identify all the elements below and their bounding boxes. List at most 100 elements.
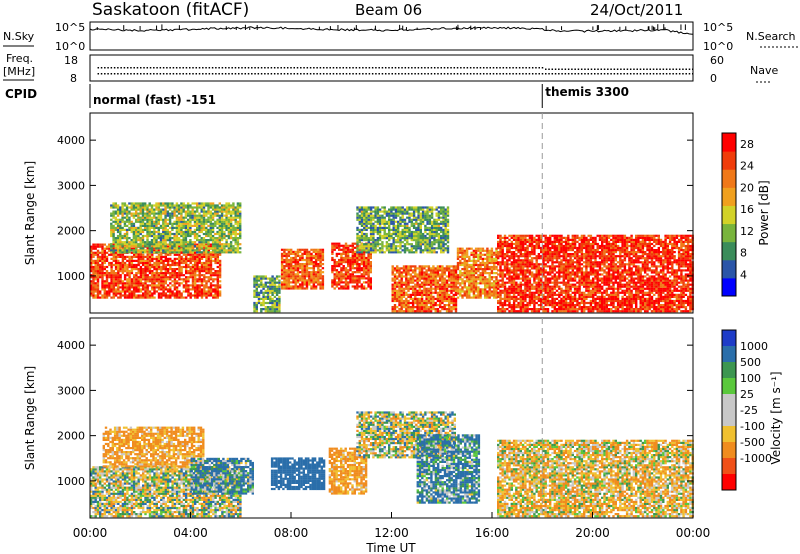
power-cell [167, 288, 169, 290]
power-cell [185, 280, 187, 282]
power-cell [319, 273, 321, 275]
power-cell [189, 239, 191, 241]
power-cell [198, 202, 200, 204]
power-cell [392, 290, 394, 292]
power-cell [359, 231, 361, 233]
nave-point [682, 73, 684, 75]
power-cell [405, 302, 407, 304]
power-cell [128, 217, 130, 219]
power-cell [276, 310, 278, 312]
freq-point [581, 69, 583, 71]
power-cell [153, 262, 155, 264]
power-cell [176, 223, 178, 225]
power-cell [223, 249, 225, 251]
power-cell [140, 268, 142, 270]
power-cell [433, 223, 435, 225]
power-cell [297, 287, 299, 289]
power-cell [253, 292, 255, 294]
power-cell [426, 206, 428, 208]
power-cell [158, 262, 160, 264]
power-cell [438, 213, 440, 215]
power-cell [411, 215, 413, 217]
power-cell [381, 243, 383, 245]
power-cell [425, 273, 427, 275]
freq-point [476, 67, 478, 69]
power-cell [394, 292, 396, 294]
power-cell [156, 258, 158, 260]
power-cell [183, 231, 185, 233]
power-cell [421, 292, 423, 294]
power-cell [121, 217, 123, 219]
power-cell [428, 294, 430, 296]
power-cell [138, 284, 140, 286]
power-cell [281, 285, 283, 287]
power-cell [122, 264, 124, 266]
power-cell [167, 225, 169, 227]
power-cell [393, 215, 395, 217]
power-cell [412, 298, 414, 300]
power-cell [137, 231, 139, 233]
power-cell [142, 294, 144, 296]
power-cell [232, 247, 234, 249]
power-cell [212, 290, 214, 292]
power-cell [167, 260, 169, 262]
power-cell [290, 253, 292, 255]
freq-point [323, 67, 325, 69]
power-cell [388, 237, 390, 239]
nave-point [656, 73, 658, 75]
power-cell [410, 280, 412, 282]
nave-point [450, 73, 452, 75]
power-cell [219, 221, 221, 223]
power-cell [165, 280, 167, 282]
power-cell [399, 235, 401, 237]
power-cell [419, 310, 421, 312]
power-cell [301, 283, 303, 285]
power-cell [110, 233, 112, 235]
power-cell [317, 273, 319, 275]
power-cell [203, 219, 205, 221]
power-cell [162, 233, 164, 235]
power-cell [401, 292, 403, 294]
power-cell [359, 219, 361, 221]
power-cell [292, 287, 294, 289]
power-cell [95, 294, 97, 296]
power-cell [153, 258, 155, 260]
power-cell [286, 263, 288, 265]
power-cell [390, 211, 392, 213]
power-cell [361, 231, 363, 233]
freq-point [101, 67, 103, 69]
nave-point [130, 73, 132, 75]
power-cell [167, 247, 169, 249]
power-cell [271, 310, 273, 312]
power-cell [368, 239, 370, 241]
power-cell [395, 231, 397, 233]
power-cell [413, 217, 415, 219]
power-cell [104, 292, 106, 294]
power-cell [304, 277, 306, 279]
power-cell [142, 219, 144, 221]
power-cell [322, 283, 324, 285]
power-cell [185, 221, 187, 223]
power-cell [437, 273, 439, 275]
power-cell [423, 275, 425, 277]
power-cell [431, 223, 433, 225]
power-cell [149, 243, 151, 245]
power-cell [425, 304, 427, 306]
power-cell [201, 274, 203, 276]
power-cell [187, 215, 189, 217]
power-cell [256, 282, 258, 284]
power-cell [331, 245, 333, 247]
power-cell [176, 292, 178, 294]
power-cell [421, 302, 423, 304]
power-cell [274, 288, 276, 290]
power-cell [221, 221, 223, 223]
power-cell [178, 225, 180, 227]
nave-point [173, 73, 175, 75]
power-cell [146, 209, 148, 211]
power-cell [138, 262, 140, 264]
power-cell [416, 294, 418, 296]
power-cell [399, 243, 401, 245]
power-cell [174, 284, 176, 286]
power-cell [221, 243, 223, 245]
power-cell [444, 288, 446, 290]
